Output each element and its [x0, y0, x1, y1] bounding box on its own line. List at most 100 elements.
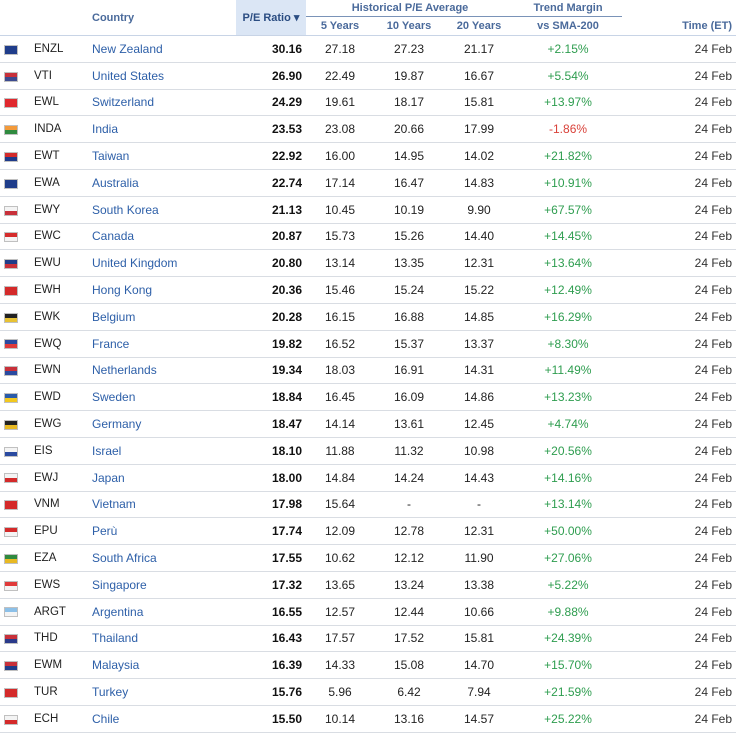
pe-20y-cell: 17.99 [444, 115, 515, 144]
table-row[interactable]: EPU Perù 17.74 12.09 12.78 12.31 +50.00% 24 Feb [0, 517, 737, 546]
country-link[interactable]: United Kingdom [88, 249, 236, 278]
table-row[interactable]: EWC Canada 20.87 15.73 15.26 14.40 +14.45% 24 F… [0, 223, 737, 251]
5-years-header[interactable]: 5 Years [306, 16, 374, 36]
sort-desc-icon: ▾ [293, 11, 300, 24]
pe-20y-cell: 14.43 [444, 464, 515, 492]
pe-5y-cell: 16.52 [306, 330, 374, 358]
time-cell: 24 Feb [622, 276, 737, 304]
country-flag-icon [0, 625, 26, 653]
table-row[interactable]: EWN Netherlands 19.34 18.03 16.91 14.31 +11.49… [0, 357, 737, 385]
table-row[interactable]: VNM Vietnam 17.98 15.64- - +13.14% 24 Feb [0, 491, 737, 519]
country-link[interactable]: Singapore [88, 571, 236, 599]
flag-icon [4, 125, 18, 136]
table-row[interactable]: VTI United States 26.90 22.49 19.87 16.67 +5.5… [0, 62, 737, 90]
pe-ratio-cell: 20.87 [236, 223, 306, 251]
table-row[interactable]: EWS Singapore 17.32 13.65 13.24 13.38 +5.22% 24… [0, 571, 737, 599]
country-link[interactable]: Malaysia [88, 651, 236, 680]
country-link[interactable]: Perù [88, 517, 236, 546]
table-row[interactable]: EWU United Kingdom 20.80 13.14 13.35 12.31 +13… [0, 249, 737, 278]
table-row[interactable]: EWD Sweden 18.84 16.45 16.09 14.86 +13.23% 24 F… [0, 383, 737, 412]
country-link[interactable]: Netherlands [88, 357, 236, 385]
country-flag-icon [0, 464, 26, 492]
country-link[interactable]: Belgium [88, 303, 236, 331]
country-link[interactable]: Taiwan [88, 142, 236, 170]
table-row[interactable]: EWL Switzerland 24.29 19.61 18.17 15.81 +13.97… [0, 89, 737, 117]
trend-margin-cell: +24.39% [514, 625, 623, 653]
pe-ratio-header[interactable]: P/E Ratio ▾ [236, 0, 306, 36]
country-link[interactable]: India [88, 115, 236, 144]
country-link[interactable]: Switzerland [88, 89, 236, 117]
trend-margin-cell: +2.15% [514, 35, 623, 63]
country-link[interactable]: Germany [88, 410, 236, 438]
time-cell: 24 Feb [622, 169, 737, 197]
country-link[interactable]: Chile [88, 705, 236, 733]
country-link[interactable]: Australia [88, 169, 236, 197]
table-row[interactable]: EWY South Korea 21.13 10.45 10.19 9.90 +67.57%… [0, 196, 737, 224]
pe-ratio-cell: 24.29 [236, 89, 306, 117]
table-row[interactable]: ENZL New Zealand 30.16 27.18 27.23 21.17 +2.15… [0, 35, 737, 63]
country-link[interactable]: Argentina [88, 598, 236, 626]
country-flag-icon [0, 330, 26, 358]
flag-icon [4, 259, 18, 270]
table-row[interactable]: EWA Australia 22.74 17.14 16.47 14.83 +10.91% 2… [0, 169, 737, 197]
country-link[interactable]: South Korea [88, 196, 236, 224]
country-link[interactable]: Vietnam [88, 491, 236, 519]
table-row[interactable]: EWK Belgium 20.28 16.15 16.88 14.85 +16.29% 24 … [0, 303, 737, 331]
pe-10y-cell: 15.24 [374, 276, 444, 304]
country-flag-icon [0, 651, 26, 680]
flag-icon [4, 553, 18, 564]
table-row[interactable]: ECH Chile 15.50 10.14 13.16 14.57 +25.22% 24 Fe… [0, 705, 737, 733]
flag-icon [4, 580, 18, 591]
trend-margin-cell: +14.16% [514, 464, 623, 492]
table-row[interactable]: THD Thailand 16.43 17.57 17.52 15.81 +24.39% 24… [0, 625, 737, 653]
pe-5y-cell: 14.33 [306, 651, 374, 680]
table-row[interactable]: EIS Israel 18.10 11.88 11.32 10.98 +20.56% 24 F… [0, 437, 737, 465]
country-link[interactable]: Japan [88, 464, 236, 492]
country-link[interactable]: Hong Kong [88, 276, 236, 304]
country-link[interactable]: South Africa [88, 544, 236, 572]
country-link[interactable]: Israel [88, 437, 236, 465]
20-years-header[interactable]: 20 Years [444, 16, 515, 36]
country-link[interactable]: Turkey [88, 678, 236, 706]
country-flag-icon [0, 678, 26, 706]
table-row[interactable]: EZA South Africa 17.55 10.62 12.12 11.90 +27.0… [0, 544, 737, 572]
trend-margin-cell: +25.22% [514, 705, 623, 733]
pe-ratio-cell: 15.76 [236, 678, 306, 706]
symbol-cell: TUR [26, 678, 88, 706]
country-link[interactable]: Sweden [88, 383, 236, 412]
table-row[interactable]: EWG Germany 18.47 14.14 13.61 12.45 +4.74% 24 F… [0, 410, 737, 438]
country-link[interactable]: New Zealand [88, 35, 236, 63]
country-link[interactable]: Canada [88, 223, 236, 251]
historical-pe-group-header: Historical P/E Average [306, 0, 515, 17]
time-cell: 24 Feb [622, 383, 737, 412]
pe-20y-cell: 15.22 [444, 276, 515, 304]
pe-ratio-cell: 20.36 [236, 276, 306, 304]
table-row[interactable]: TUR Turkey 15.76 5.96 6.42 7.94 +21.59% 24 Feb [0, 678, 737, 706]
trend-margin-cell: +21.82% [514, 142, 623, 170]
sma-200-header[interactable]: vs SMA-200 [514, 16, 623, 36]
trend-margin-cell: +13.64% [514, 249, 623, 278]
country-header[interactable]: Country [88, 0, 236, 36]
pe-ratio-cell: 20.28 [236, 303, 306, 331]
pe-5y-cell: 16.15 [306, 303, 374, 331]
table-row[interactable]: ARGT Argentina 16.55 12.57 12.44 10.66 +9.88% 2… [0, 598, 737, 626]
pe-ratio-cell: 16.55 [236, 598, 306, 626]
trend-margin-cell: +14.45% [514, 223, 623, 251]
10-years-header[interactable]: 10 Years [374, 16, 444, 36]
country-flag-icon [0, 705, 26, 733]
pe-20y-cell: - [444, 491, 515, 519]
table-row[interactable]: INDA India 23.53 23.08 20.66 17.99 -1.86% 24 Fe… [0, 115, 737, 144]
country-link[interactable]: Thailand [88, 625, 236, 653]
table-row[interactable]: EWJ Japan 18.00 14.84 14.24 14.43 +14.16% 24 Fe… [0, 464, 737, 492]
pe-20y-cell: 11.90 [444, 544, 515, 572]
table-row[interactable]: EWH Hong Kong 20.36 15.46 15.24 15.22 +12.49% 2… [0, 276, 737, 304]
table-row[interactable]: EWT Taiwan 22.92 16.00 14.95 14.02 +21.82% 24 F… [0, 142, 737, 170]
flag-icon [4, 151, 18, 162]
symbol-cell: EWT [26, 142, 88, 170]
table-row[interactable]: EWM Malaysia 16.39 14.33 15.08 14.70 +15.70% 24… [0, 651, 737, 680]
trend-margin-cell: +13.23% [514, 383, 623, 412]
table-row[interactable]: EWQ France 19.82 16.52 15.37 13.37 +8.30% 24 Fe… [0, 330, 737, 358]
country-link[interactable]: United States [88, 62, 236, 90]
time-header[interactable]: Time (ET) [622, 16, 737, 36]
country-link[interactable]: France [88, 330, 236, 358]
